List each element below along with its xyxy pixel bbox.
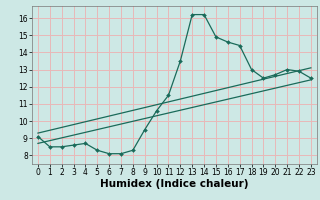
X-axis label: Humidex (Indice chaleur): Humidex (Indice chaleur) <box>100 179 249 189</box>
